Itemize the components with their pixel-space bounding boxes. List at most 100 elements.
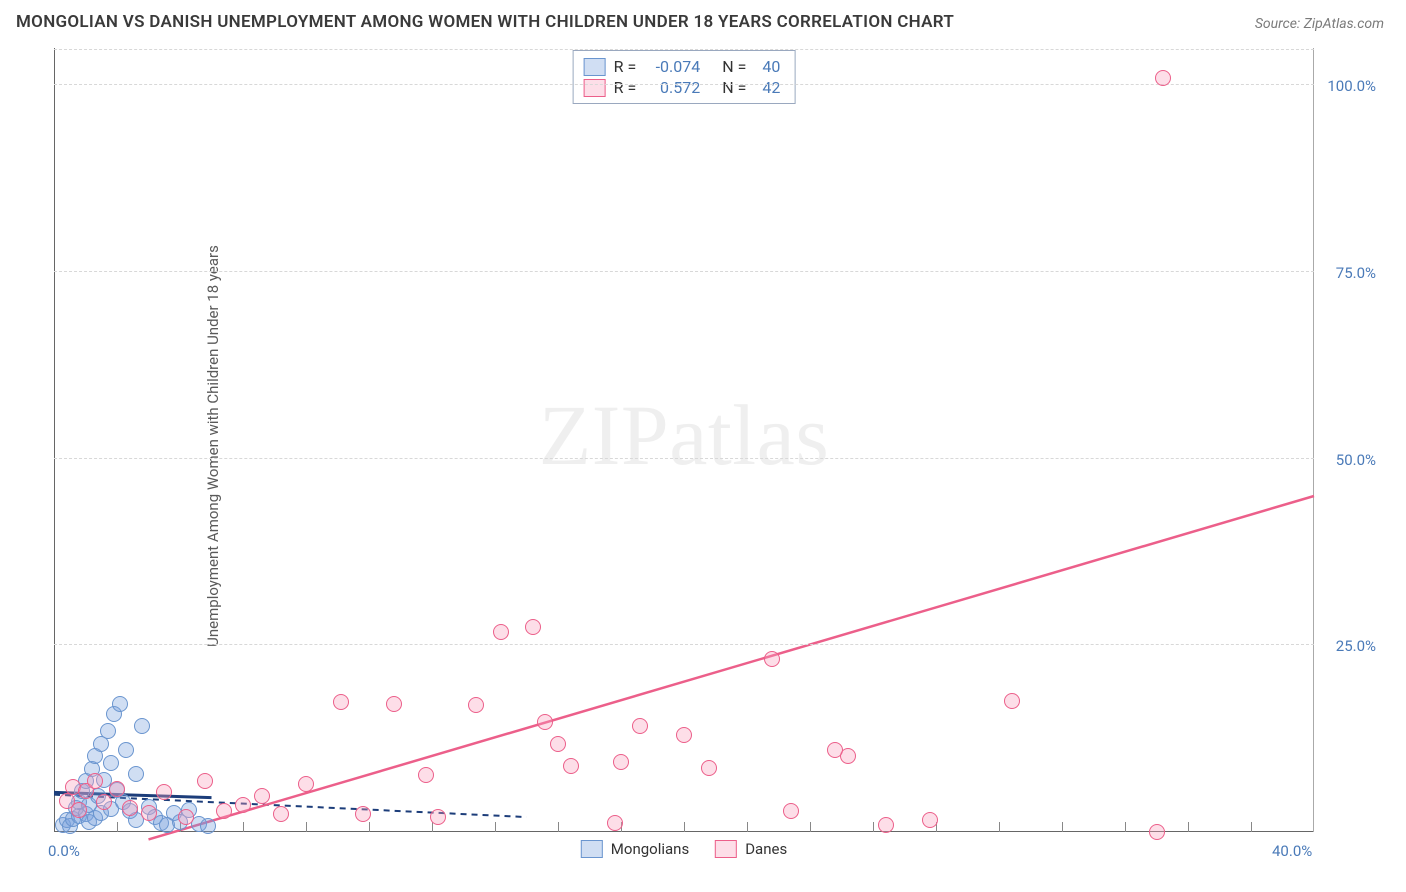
r-value: -0.074 [644,57,700,76]
gridline [54,458,1314,459]
x-minor-tick [1251,822,1252,832]
x-minor-tick [747,822,748,832]
data-point [112,696,128,712]
data-point [103,755,119,771]
plot-area: ZIPatlas R =-0.074N =40R =0.572N =42 Mon… [54,48,1314,832]
data-point [878,817,894,833]
data-point [632,718,648,734]
data-point [197,773,213,789]
legend-label: Danes [745,840,787,858]
x-minor-tick [873,822,874,832]
data-point [468,697,484,713]
data-point [134,718,150,734]
x-minor-tick [306,822,307,832]
n-label: N = [722,57,746,76]
data-point [613,754,629,770]
data-point [254,788,270,804]
r-label: R = [614,57,637,76]
data-point [200,818,216,834]
r-value: 0.572 [644,78,700,97]
legend-swatch [584,79,606,97]
data-point [141,805,157,821]
n-value: 42 [762,78,780,97]
chart-title: MONGOLIAN VS DANISH UNEMPLOYMENT AMONG W… [16,12,954,32]
legend-swatch [581,840,603,858]
data-point [216,803,232,819]
n-value: 40 [762,57,780,76]
data-point [922,812,938,828]
gridline [54,49,1314,50]
y-axis-right [1313,48,1314,832]
stats-row: R = -0.074 N = 40 [584,57,781,76]
y-tick-label: 100.0% [1327,77,1376,95]
data-point [430,809,446,825]
x-minor-tick [369,822,370,832]
source-label: Source: ZipAtlas.com [1255,16,1384,32]
data-point [128,766,144,782]
y-tick-label: 75.0% [1336,264,1376,282]
x-minor-tick [558,822,559,832]
data-point [178,809,194,825]
y-tick-label: 50.0% [1336,451,1376,469]
watermark-zip: ZIP [539,387,670,483]
legend-label: Mongolians [611,840,689,858]
data-point [273,806,289,822]
legend-swatch [584,58,606,76]
data-point [1149,824,1165,840]
gridline [54,271,1314,272]
data-point [333,694,349,710]
data-point [537,714,553,730]
x-minor-tick [1062,822,1063,832]
data-point [676,727,692,743]
legend-item: Mongolians [581,840,689,858]
x-minor-tick [810,822,811,832]
data-point [96,794,112,810]
x-tick-label: 40.0% [1272,842,1312,860]
data-point [525,619,541,635]
x-minor-tick [495,822,496,832]
x-minor-tick [243,822,244,832]
trend-lines [54,48,1314,832]
data-point [386,696,402,712]
x-minor-tick [1188,822,1189,832]
data-point [493,624,509,640]
stats-row: R = 0.572 N = 42 [584,78,781,97]
data-point [764,651,780,667]
data-point [122,800,138,816]
n-label: N = [722,78,746,97]
data-point [109,781,125,797]
data-point [550,736,566,752]
y-axis [54,48,55,832]
data-point [607,815,623,831]
x-minor-tick [999,822,1000,832]
data-point [355,806,371,822]
gridline [54,644,1314,645]
data-point [563,758,579,774]
watermark: ZIPatlas [539,385,830,485]
data-point [118,742,134,758]
r-label: R = [614,78,637,97]
data-point [1004,693,1020,709]
y-tick-label: 25.0% [1336,637,1376,655]
x-minor-tick [684,822,685,832]
data-point [783,803,799,819]
data-point [71,802,87,818]
legend-item: Danes [715,840,787,858]
data-point [100,723,116,739]
x-minor-tick [117,822,118,832]
data-point [827,742,843,758]
legend-swatch [715,840,737,858]
watermark-atlas: atlas [669,387,829,483]
data-point [418,767,434,783]
data-point [701,760,717,776]
data-point [1155,70,1171,86]
data-point [235,797,251,813]
x-tick-label: 0.0% [48,842,80,860]
stats-box: R = -0.074 N = 40 R = 0.572 N = 42 [573,50,796,104]
x-minor-tick [1125,822,1126,832]
data-point [298,776,314,792]
gridline [54,84,1314,85]
data-point [156,784,172,800]
legend: Mongolians Danes [581,840,787,858]
data-point [87,773,103,789]
